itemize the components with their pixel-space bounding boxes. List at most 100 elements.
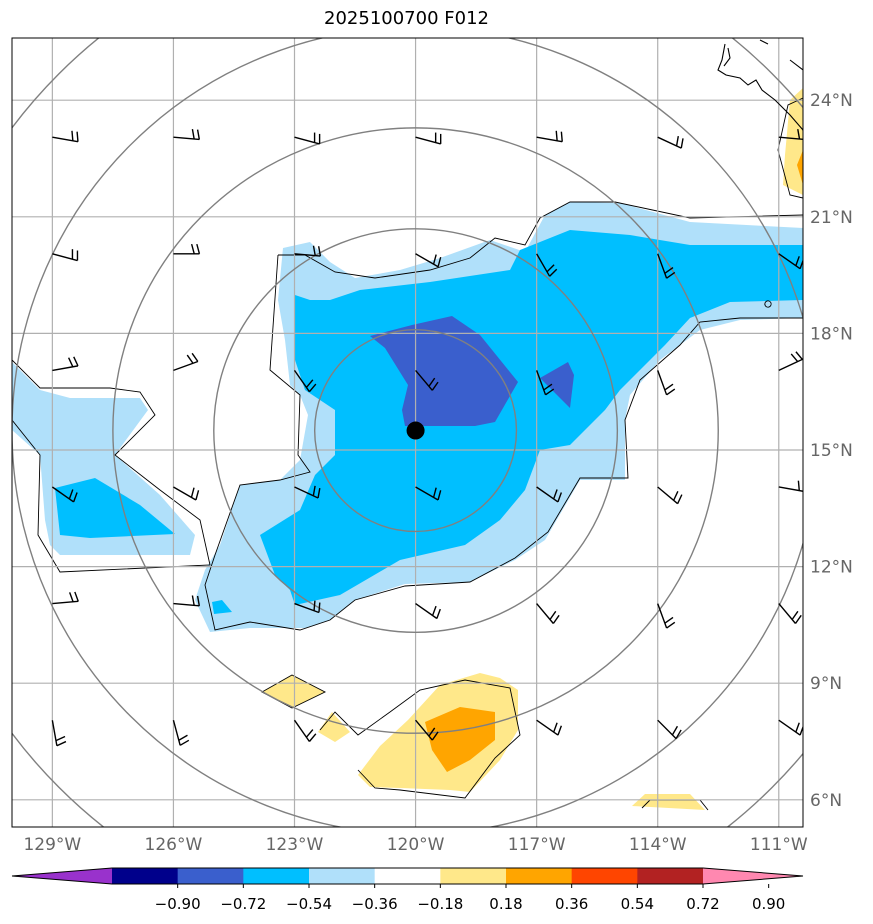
wind-barb — [52, 130, 79, 143]
contour-line-south — [319, 679, 521, 799]
colorbar-outline — [11, 867, 804, 885]
lon-label: 129°W — [23, 835, 81, 855]
colorbar-label: −0.54 — [286, 895, 332, 913]
colorbar-segment — [374, 868, 441, 884]
colorbar-segment — [243, 868, 310, 884]
wind-barb — [536, 130, 563, 143]
colorbar-segment — [506, 868, 573, 884]
positive-anomaly-small — [318, 712, 350, 742]
colorbar-segment — [440, 868, 507, 884]
colorbar-label: 0.36 — [555, 895, 588, 913]
lon-label: 117°W — [508, 835, 566, 855]
map-title: 2025100700 F012 — [324, 8, 489, 29]
wind-barb — [173, 243, 201, 255]
colorbar-segment — [637, 868, 704, 884]
wind-barb — [415, 603, 441, 620]
positive-anomaly-mid-east — [797, 150, 803, 185]
lon-label: 114°W — [629, 835, 687, 855]
wind-barb — [294, 245, 322, 257]
colorbar-label: −0.90 — [155, 895, 201, 913]
lat-label: 21°N — [810, 208, 853, 228]
colorbar-extend-low — [12, 868, 112, 884]
lon-label: 123°W — [266, 835, 324, 855]
wind-barb — [173, 352, 199, 372]
colorbar-label: 0.18 — [489, 895, 522, 913]
wind-barb — [536, 486, 563, 503]
negative-anomaly-strong — [370, 316, 518, 426]
wind-barb — [294, 600, 321, 614]
storm-center-marker — [406, 421, 425, 440]
range-ring — [313, 328, 518, 533]
colorbar: −0.90 −0.72 −0.54 −0.36 −0.18 0.18 0.36 0.54 0.7… — [11, 867, 804, 913]
colorbar-segment — [571, 868, 638, 884]
wind-barb — [657, 603, 676, 629]
wind-barb — [51, 720, 67, 747]
wind-barb — [535, 370, 555, 396]
wind-barb — [536, 719, 563, 736]
wind-barb — [52, 249, 79, 262]
colorbar-label: −0.72 — [220, 895, 266, 913]
wind-barb — [778, 129, 803, 141]
wind-barbs — [51, 129, 803, 747]
wind-barb — [536, 253, 558, 277]
wind-barb — [173, 595, 201, 607]
longitude-labels: 129°W 126°W 123°W 120°W 117°W 114°W 111°W — [23, 835, 807, 855]
wind-barb — [778, 351, 803, 372]
wind-barb — [52, 356, 79, 372]
colorbar-label: −0.36 — [352, 895, 398, 913]
lat-label: 15°N — [810, 441, 853, 461]
range-ring — [112, 127, 719, 734]
wind-barb — [294, 485, 321, 499]
wind-barb — [52, 591, 79, 605]
wind-barb — [778, 719, 803, 736]
wind-barb — [415, 253, 442, 268]
negative-anomaly-mid — [260, 230, 803, 605]
colorbar-label: 0.54 — [621, 895, 654, 913]
wind-barb — [657, 136, 684, 149]
wind-barb — [293, 719, 317, 742]
wind-barb — [415, 486, 442, 501]
colorbar-label: 0.90 — [752, 895, 785, 913]
lat-label: 9°N — [810, 674, 842, 694]
coastline-baja — [717, 43, 803, 131]
lat-label: 6°N — [810, 791, 842, 811]
contour-line-east — [777, 97, 803, 199]
contour-line-main-west — [204, 254, 803, 631]
colorbar-segment — [177, 868, 244, 884]
wind-barb — [415, 719, 439, 741]
lon-label: 126°W — [145, 835, 203, 855]
coastline — [717, 39, 803, 131]
negative-anomaly-mid-speck — [212, 600, 232, 614]
contour-fills — [12, 88, 803, 810]
wind-barb — [778, 603, 802, 624]
wind-barb — [173, 129, 201, 141]
wind-barb — [172, 720, 190, 746]
positive-anomaly-mid-south — [425, 707, 495, 772]
lon-label: 111°W — [750, 835, 808, 855]
wind-barb — [657, 486, 683, 505]
range-ring — [213, 228, 619, 634]
wind-barb — [415, 369, 439, 391]
contour-line-west-loop — [12, 359, 211, 573]
wind-barb — [657, 253, 676, 279]
wind-barb — [536, 603, 560, 624]
wind-barb — [294, 132, 321, 145]
lat-lon-grid — [12, 38, 803, 827]
negative-anomaly-strong-east — [540, 362, 574, 408]
positive-anomaly-bottom — [632, 794, 705, 810]
wind-barb — [657, 370, 676, 396]
map-frame — [11, 37, 804, 828]
coastline-baja-inner — [723, 39, 803, 71]
colorbar-label: 0.72 — [686, 895, 719, 913]
lat-label: 12°N — [810, 558, 853, 578]
positive-anomaly-diamond — [262, 675, 325, 708]
wind-barb — [657, 719, 682, 740]
colorbar-segment — [112, 868, 179, 884]
colorbar-label: −0.18 — [417, 895, 463, 913]
colorbar-extend-high — [703, 868, 803, 884]
negative-anomaly-mid-west — [55, 478, 175, 538]
contour-line-islet — [764, 300, 772, 308]
wind-barb — [51, 486, 78, 503]
